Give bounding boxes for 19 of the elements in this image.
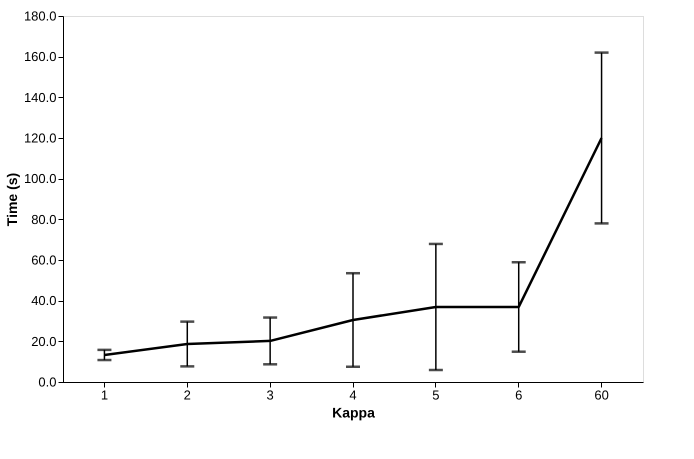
y-tick-label: 140.0 <box>24 90 56 105</box>
y-tick-label: 40.0 <box>31 293 56 308</box>
x-tick-label: 60 <box>594 388 609 402</box>
x-tick-label: 1 <box>100 388 108 402</box>
x-tick-label: 3 <box>266 388 274 402</box>
x-tick-label: 2 <box>184 388 191 402</box>
y-tick-label: 100.0 <box>24 171 56 186</box>
y-tick-label: 120.0 <box>24 130 56 146</box>
x-tick-label: 5 <box>432 388 440 402</box>
y-tick-label: 20.0 <box>31 334 56 349</box>
x-tick-label: 6 <box>515 388 522 402</box>
y-tick-label: 160.0 <box>24 49 56 64</box>
y-axis-title: Time (s) <box>4 172 20 226</box>
y-tick-label: 180.0 <box>24 8 56 24</box>
x-tick-label: 4 <box>349 388 357 402</box>
y-tick-label: 80.0 <box>31 212 56 227</box>
y-tick-label: 60.0 <box>31 252 56 268</box>
y-tick-label: 0.0 <box>38 374 56 390</box>
x-axis-title: Kappa <box>332 404 376 420</box>
